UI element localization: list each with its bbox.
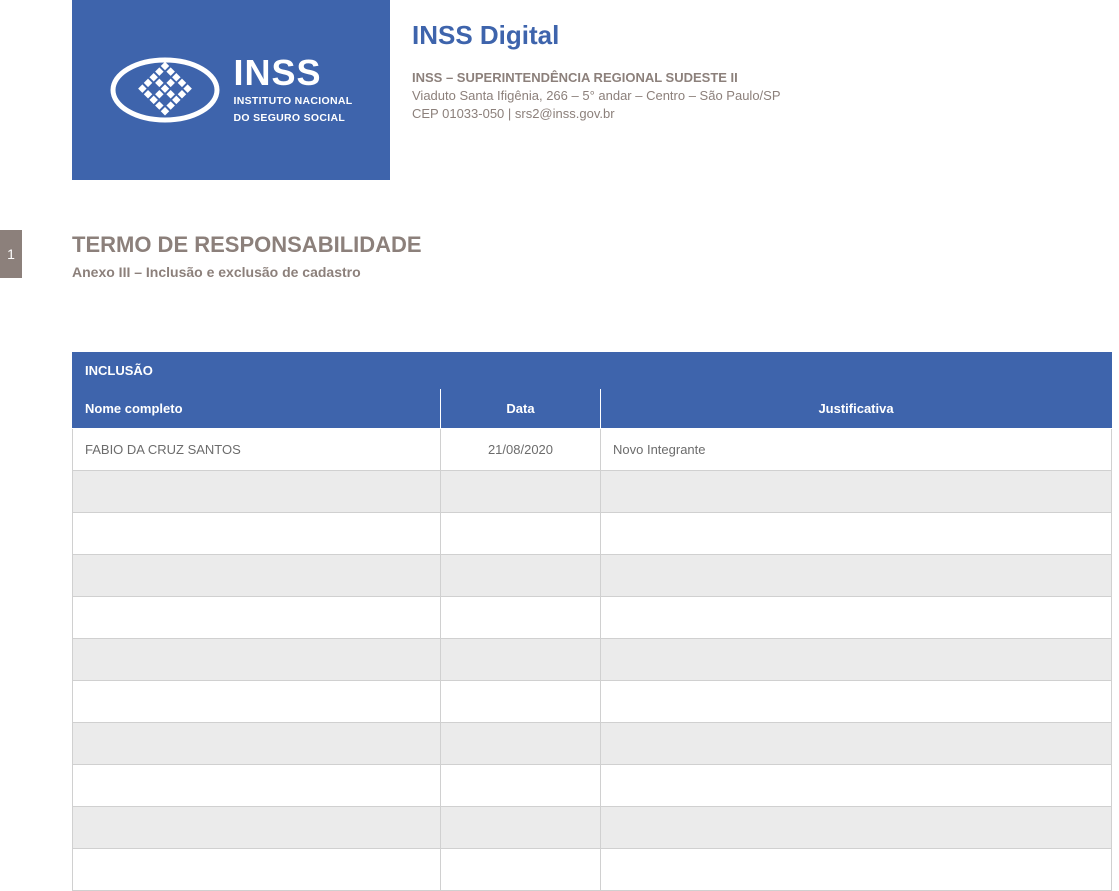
- cell-just: [601, 807, 1112, 849]
- cell-name: [73, 597, 441, 639]
- doc-title: TERMO DE RESPONSABILIDADE: [72, 232, 422, 258]
- cell-date: [441, 513, 601, 555]
- col-date: Data: [441, 389, 601, 429]
- cell-name: [73, 681, 441, 723]
- logo-text-sub2: DO SEGURO SOCIAL: [234, 112, 353, 125]
- cell-name: [73, 555, 441, 597]
- page-number: 1: [7, 246, 15, 262]
- logo-text-group: INSS INSTITUTO NACIONAL DO SEGURO SOCIAL: [234, 55, 353, 124]
- cell-name: [73, 723, 441, 765]
- logo-block: INSS INSTITUTO NACIONAL DO SEGURO SOCIAL: [72, 0, 390, 180]
- table-body: FABIO DA CRUZ SANTOS 21/08/2020 Novo Int…: [73, 429, 1112, 891]
- table-row: [73, 597, 1112, 639]
- cell-just: [601, 597, 1112, 639]
- table-row: [73, 681, 1112, 723]
- inclusion-table: INCLUSÃO Nome completo Data Justificativ…: [72, 352, 1112, 891]
- doc-subtitle: Anexo III – Inclusão e exclusão de cadas…: [72, 264, 422, 280]
- table-row: [73, 849, 1112, 891]
- cell-date: [441, 471, 601, 513]
- cell-name: [73, 765, 441, 807]
- cell-name: [73, 513, 441, 555]
- page-number-tab: 1: [0, 230, 22, 278]
- table-row: [73, 471, 1112, 513]
- table-title: INCLUSÃO: [73, 353, 1112, 389]
- header-brand: INSS Digital: [412, 20, 1102, 51]
- table-title-row: INCLUSÃO: [73, 353, 1112, 389]
- header-org: INSS – SUPERINTENDÊNCIA REGIONAL SUDESTE…: [412, 69, 1102, 87]
- table-row: [73, 807, 1112, 849]
- cell-date: [441, 807, 601, 849]
- cell-just: [601, 513, 1112, 555]
- logo-text-main: INSS: [234, 55, 353, 91]
- cell-just: [601, 681, 1112, 723]
- header-address-2: CEP 01033-050 | srs2@inss.gov.br: [412, 105, 1102, 123]
- cell-date: [441, 765, 601, 807]
- table-row: [73, 723, 1112, 765]
- cell-just: [601, 765, 1112, 807]
- col-name: Nome completo: [73, 389, 441, 429]
- header-text: INSS Digital INSS – SUPERINTENDÊNCIA REG…: [412, 20, 1102, 124]
- cell-date: [441, 849, 601, 891]
- cell-just: [601, 639, 1112, 681]
- cell-date: [441, 555, 601, 597]
- cell-name: [73, 807, 441, 849]
- cell-just: [601, 471, 1112, 513]
- table-row: [73, 639, 1112, 681]
- header-address-1: Viaduto Santa Ifigênia, 266 – 5° andar –…: [412, 87, 1102, 105]
- cell-date: [441, 597, 601, 639]
- cell-date: [441, 639, 601, 681]
- cell-name: [73, 471, 441, 513]
- cell-just: [601, 849, 1112, 891]
- table-header-row: Nome completo Data Justificativa: [73, 389, 1112, 429]
- cell-just: Novo Integrante: [601, 429, 1112, 471]
- table-row: [73, 513, 1112, 555]
- cell-date: [441, 681, 601, 723]
- table-row: [73, 555, 1112, 597]
- table-row: [73, 765, 1112, 807]
- logo-text-sub1: INSTITUTO NACIONAL: [234, 95, 353, 108]
- cell-name: [73, 849, 441, 891]
- cell-just: [601, 723, 1112, 765]
- cell-name: FABIO DA CRUZ SANTOS: [73, 429, 441, 471]
- cell-just: [601, 555, 1112, 597]
- col-just: Justificativa: [601, 389, 1112, 429]
- logo-mark-icon: [110, 54, 220, 126]
- cell-date: [441, 723, 601, 765]
- table-row: FABIO DA CRUZ SANTOS 21/08/2020 Novo Int…: [73, 429, 1112, 471]
- logo-inner: INSS INSTITUTO NACIONAL DO SEGURO SOCIAL: [110, 54, 353, 126]
- cell-date: 21/08/2020: [441, 429, 601, 471]
- cell-name: [73, 639, 441, 681]
- doc-title-block: TERMO DE RESPONSABILIDADE Anexo III – In…: [72, 232, 422, 280]
